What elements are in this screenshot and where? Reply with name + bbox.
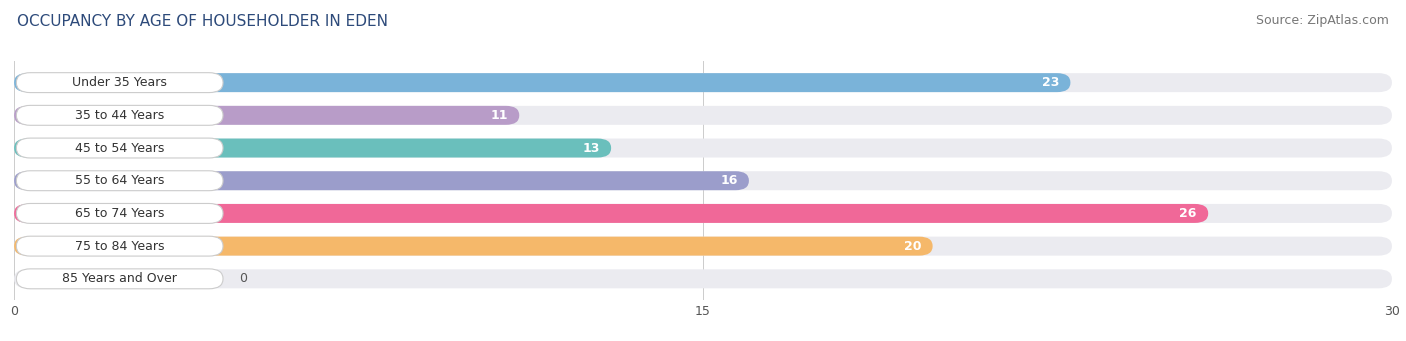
FancyBboxPatch shape [14, 106, 519, 125]
Text: 11: 11 [491, 109, 508, 122]
FancyBboxPatch shape [14, 73, 1392, 92]
FancyBboxPatch shape [14, 237, 1392, 256]
Text: 55 to 64 Years: 55 to 64 Years [75, 174, 165, 187]
Text: 85 Years and Over: 85 Years and Over [62, 272, 177, 285]
FancyBboxPatch shape [14, 73, 1070, 92]
FancyBboxPatch shape [17, 138, 224, 158]
Text: OCCUPANCY BY AGE OF HOUSEHOLDER IN EDEN: OCCUPANCY BY AGE OF HOUSEHOLDER IN EDEN [17, 14, 388, 29]
FancyBboxPatch shape [14, 269, 1392, 288]
FancyBboxPatch shape [14, 204, 1392, 223]
Text: 45 to 54 Years: 45 to 54 Years [75, 142, 165, 154]
FancyBboxPatch shape [14, 138, 1392, 158]
FancyBboxPatch shape [17, 204, 224, 223]
FancyBboxPatch shape [14, 171, 749, 190]
FancyBboxPatch shape [17, 105, 224, 125]
Text: 0: 0 [239, 272, 247, 285]
FancyBboxPatch shape [14, 171, 1392, 190]
FancyBboxPatch shape [17, 269, 224, 289]
Text: Under 35 Years: Under 35 Years [72, 76, 167, 89]
FancyBboxPatch shape [14, 106, 1392, 125]
FancyBboxPatch shape [17, 73, 224, 93]
FancyBboxPatch shape [14, 237, 932, 256]
Text: 20: 20 [904, 240, 921, 253]
Text: 75 to 84 Years: 75 to 84 Years [75, 240, 165, 253]
Text: Source: ZipAtlas.com: Source: ZipAtlas.com [1256, 14, 1389, 27]
Text: 16: 16 [720, 174, 738, 187]
Text: 26: 26 [1180, 207, 1197, 220]
FancyBboxPatch shape [14, 138, 612, 158]
Text: 65 to 74 Years: 65 to 74 Years [75, 207, 165, 220]
FancyBboxPatch shape [17, 236, 224, 256]
Text: 13: 13 [582, 142, 599, 154]
FancyBboxPatch shape [14, 204, 1208, 223]
FancyBboxPatch shape [17, 171, 224, 191]
Text: 35 to 44 Years: 35 to 44 Years [75, 109, 165, 122]
Text: 23: 23 [1042, 76, 1059, 89]
